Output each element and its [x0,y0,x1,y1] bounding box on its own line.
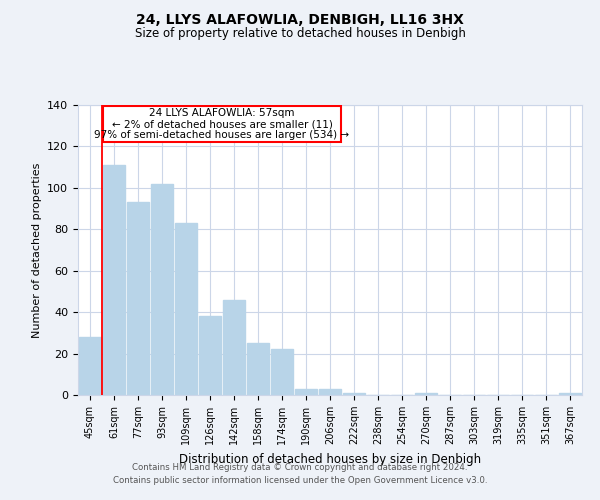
Bar [415,393,437,395]
Bar [223,300,245,395]
Text: Contains public sector information licensed under the Open Government Licence v3: Contains public sector information licen… [113,476,487,485]
Bar [343,393,365,395]
Bar [127,202,149,395]
Text: 97% of semi-detached houses are larger (534) →: 97% of semi-detached houses are larger (… [94,130,350,140]
Text: 24 LLYS ALAFOWLIA: 57sqm: 24 LLYS ALAFOWLIA: 57sqm [149,108,295,118]
Bar [271,350,293,395]
Text: Size of property relative to detached houses in Denbigh: Size of property relative to detached ho… [134,28,466,40]
Bar [103,165,125,395]
Bar [247,343,269,395]
Y-axis label: Number of detached properties: Number of detached properties [32,162,41,338]
Text: ← 2% of detached houses are smaller (11): ← 2% of detached houses are smaller (11) [112,120,332,130]
Bar [175,223,197,395]
Text: 24, LLYS ALAFOWLIA, DENBIGH, LL16 3HX: 24, LLYS ALAFOWLIA, DENBIGH, LL16 3HX [136,12,464,26]
Bar [295,389,317,395]
FancyBboxPatch shape [103,106,341,142]
Bar [79,337,101,395]
Bar [319,389,341,395]
Bar [559,393,581,395]
X-axis label: Distribution of detached houses by size in Denbigh: Distribution of detached houses by size … [179,452,481,466]
Bar [151,184,173,395]
Text: Contains HM Land Registry data © Crown copyright and database right 2024.: Contains HM Land Registry data © Crown c… [132,464,468,472]
Bar [199,316,221,395]
